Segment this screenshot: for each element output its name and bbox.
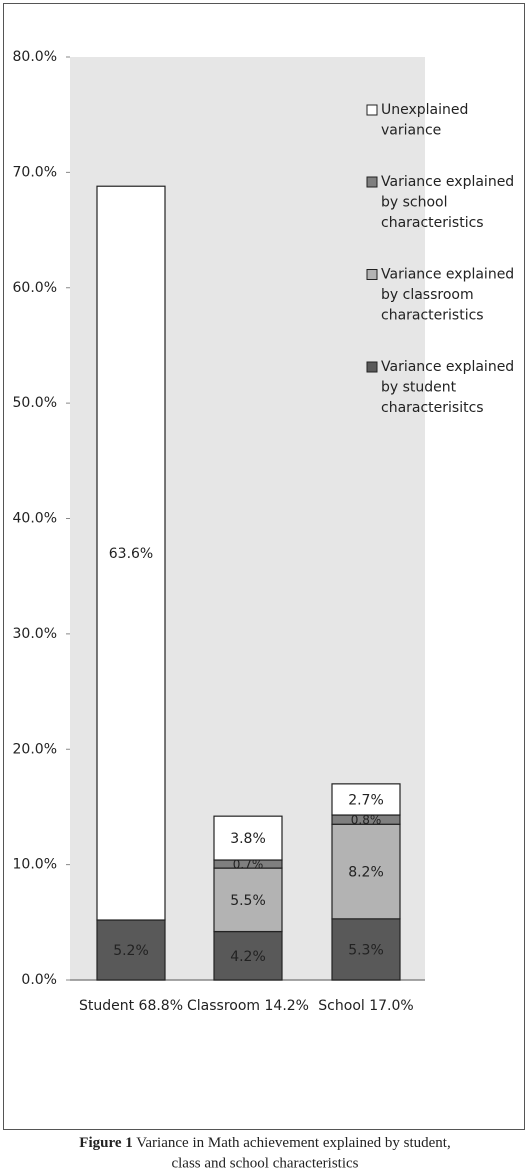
- value-label: 0.7%: [233, 858, 264, 872]
- value-label: 8.2%: [348, 865, 384, 881]
- caption-line: class and school characteristics: [171, 1155, 358, 1171]
- y-tick-label: 10.0%: [13, 857, 57, 873]
- y-tick-label: 70.0%: [13, 164, 57, 180]
- frame: [3, 3, 525, 1130]
- bar-segment: [213, 867, 283, 933]
- legend-swatch: [366, 104, 378, 116]
- y-tick-label: 50.0%: [13, 395, 57, 411]
- caption-line: Variance in Math achievement explained b…: [136, 1135, 450, 1151]
- legend-swatch: [366, 361, 378, 373]
- legend-label: Variance explained by classroom characteri…: [381, 267, 514, 324]
- value-label: 63.6%: [109, 546, 153, 562]
- figure-label: Figure 1: [79, 1135, 132, 1151]
- legend-label: Variance explained by school characteristi…: [381, 174, 514, 231]
- legend-swatch: [366, 176, 378, 188]
- y-tick-label: 30.0%: [13, 626, 57, 642]
- caption: Figure 1 Variance in Math achievement ex…: [79, 1135, 450, 1151]
- y-tick-label: 0.0%: [21, 972, 57, 988]
- value-label: 4.2%: [230, 949, 266, 965]
- y-tick-label: 40.0%: [13, 511, 57, 527]
- bar-segment: [213, 930, 283, 981]
- bar-segment: [213, 815, 283, 861]
- bar-segment: [331, 823, 401, 920]
- value-label: 2.7%: [348, 792, 384, 808]
- value-label: 5.3%: [348, 942, 384, 958]
- y-tick-label: 80.0%: [13, 49, 57, 65]
- y-tick-label: 60.0%: [13, 280, 57, 296]
- value-label: 0.8%: [351, 813, 382, 827]
- y-tick-label: 20.0%: [13, 741, 57, 757]
- x-tick-label: Classroom 14.2%: [187, 998, 309, 1014]
- bar-segment: [331, 918, 401, 981]
- value-label: 5.5%: [230, 893, 266, 909]
- legend-swatch: [366, 269, 378, 280]
- value-label: 5.2%: [113, 943, 149, 959]
- x-tick-label: Student 68.8%: [79, 998, 183, 1014]
- bar-segment: [96, 185, 166, 921]
- legend-label: Unexplained variance: [381, 102, 468, 139]
- x-tick-label: School 17.0%: [318, 998, 413, 1014]
- value-label: 3.8%: [230, 831, 266, 847]
- bar-segment: [331, 783, 401, 816]
- legend-label: Variance explained by student characterisi…: [381, 359, 514, 416]
- bar-segment: [96, 919, 166, 981]
